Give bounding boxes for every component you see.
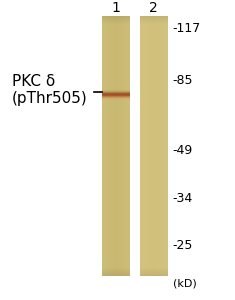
Text: -34: -34 xyxy=(173,191,193,205)
Text: (pThr505): (pThr505) xyxy=(12,91,87,106)
Text: -25: -25 xyxy=(173,239,193,253)
Text: (kD): (kD) xyxy=(173,278,196,289)
Text: PKC δ: PKC δ xyxy=(12,74,55,88)
Text: -49: -49 xyxy=(173,143,193,157)
Text: -117: -117 xyxy=(173,22,201,35)
Text: -85: -85 xyxy=(173,74,193,88)
Text: 1: 1 xyxy=(111,1,120,14)
Text: 2: 2 xyxy=(149,1,158,14)
